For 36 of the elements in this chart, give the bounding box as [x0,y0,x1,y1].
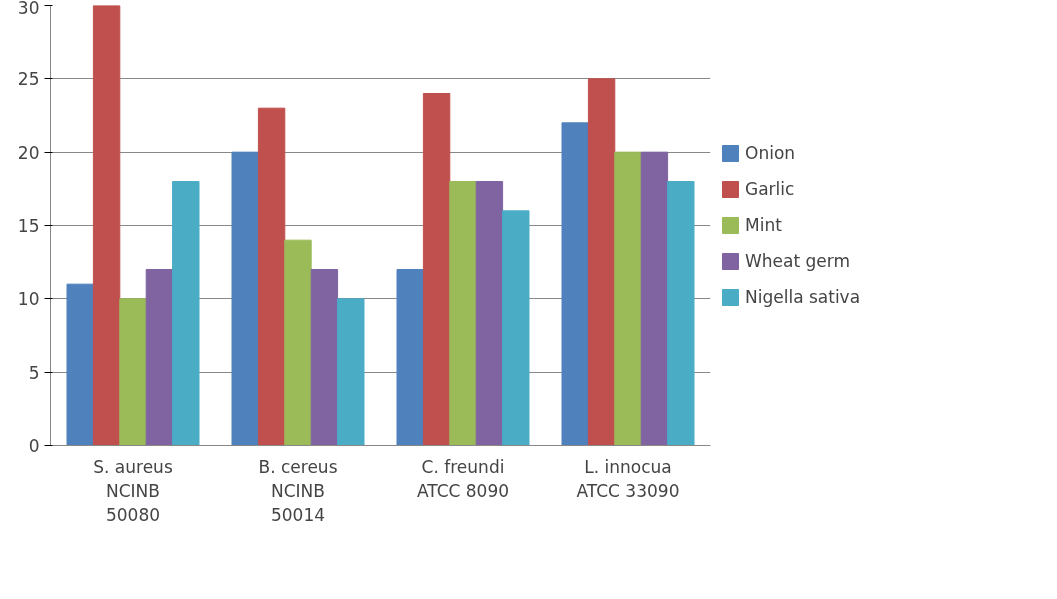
y-tick-label: 20 [17,142,40,163]
bar [284,239,312,446]
y-tick-label: 0 [28,436,40,456]
bar [231,151,259,446]
y-tick-label: 5 [28,362,40,383]
bar [614,151,642,446]
bar [66,283,94,446]
bar [475,181,504,446]
bar [257,107,286,446]
bar [587,78,616,446]
legend-label: Nigella sativa [745,287,861,307]
bar [449,181,477,446]
bar [119,298,147,446]
x-tick-label: C. freundi ATCC 8090 [416,456,510,501]
x-tick-label: L. innocua ATCC 33090 [576,456,680,501]
bar [337,298,365,446]
bar [145,269,174,446]
x-tick-label: B. cereus NCINB 50014 [258,456,338,525]
bar [172,181,200,446]
legend-label: Onion [745,143,796,163]
legend-label: Mint [745,215,782,235]
y-tick-label: 10 [17,289,40,310]
y-tick-label: 30 [17,0,40,18]
bar [422,93,451,446]
y-tick-label: 25 [17,69,40,90]
legend-label: Wheat germ [745,251,851,271]
bar [667,181,695,446]
bar [561,122,589,446]
bar [310,269,339,446]
y-tick-label: 15 [17,216,40,236]
bar [640,151,669,446]
bar [502,210,530,446]
bar [92,5,121,446]
bar [396,269,424,446]
legend-label: Garlic [745,179,795,199]
x-tick-label: S. aureus NCINB 50080 [93,456,173,525]
